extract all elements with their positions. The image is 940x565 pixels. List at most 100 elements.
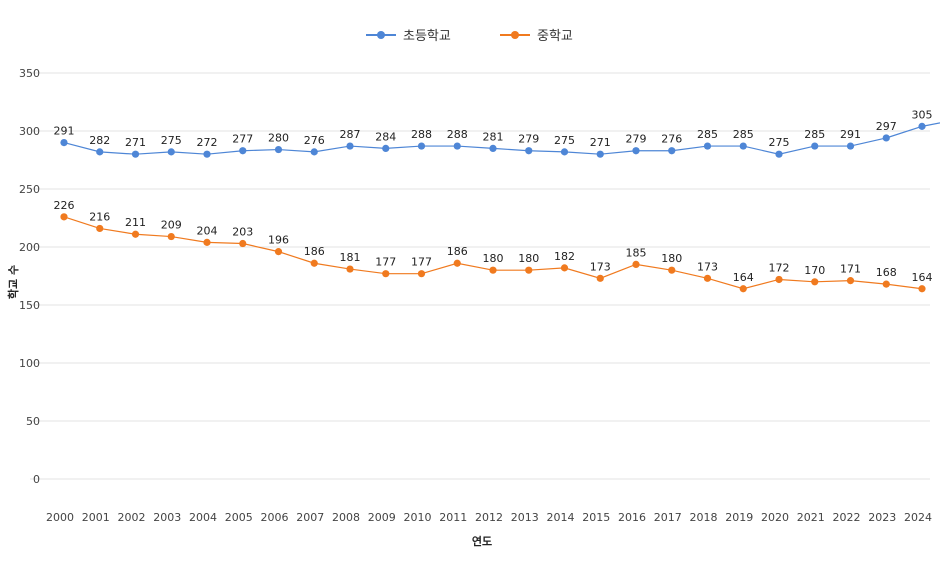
series-1-point bbox=[453, 142, 461, 150]
series-2-data-label: 226 bbox=[54, 199, 75, 212]
series-2-data-label: 177 bbox=[375, 256, 396, 269]
series-1-point bbox=[668, 147, 676, 155]
y-tick-label: 50 bbox=[26, 415, 40, 428]
series-2-data-label: 180 bbox=[518, 252, 539, 265]
series-2-point bbox=[310, 259, 318, 267]
series-1-data-label: 297 bbox=[876, 120, 897, 133]
series-2-point bbox=[489, 266, 497, 274]
series-1-data-label: 305 bbox=[912, 108, 933, 121]
series-1-point bbox=[489, 144, 497, 152]
series-2-data-label: 164 bbox=[912, 271, 933, 284]
series-2-data-label: 204 bbox=[197, 224, 218, 237]
series-2-point bbox=[417, 270, 426, 278]
y-tick-label: 250 bbox=[19, 183, 40, 196]
series-1-data-label: 272 bbox=[197, 136, 218, 149]
series-1-line bbox=[63, 122, 940, 155]
legend-item-1-label: 초등학교 bbox=[403, 29, 451, 44]
series-1-data-label: 285 bbox=[804, 128, 825, 141]
series-1-point bbox=[346, 142, 354, 150]
series-1-data-label: 280 bbox=[268, 132, 289, 145]
series-2-data-label: 186 bbox=[447, 245, 468, 258]
y-tick-label: 200 bbox=[19, 241, 40, 254]
x-tick-label: 2004 bbox=[189, 511, 217, 524]
legend-item-1-swatch-dot bbox=[377, 31, 385, 39]
series-1-point bbox=[703, 142, 712, 150]
x-tick-label: 2022 bbox=[833, 511, 861, 524]
series-2-point bbox=[739, 285, 747, 293]
x-tick-label: 2016 bbox=[618, 511, 646, 524]
series-1-point bbox=[811, 142, 819, 150]
x-tick-label: 2006 bbox=[261, 511, 289, 524]
series-1-point bbox=[203, 150, 211, 158]
x-tick-label: 2017 bbox=[654, 511, 682, 524]
series-2-point bbox=[382, 270, 390, 278]
series-2-point bbox=[453, 259, 461, 267]
series-1-data-label: 279 bbox=[518, 133, 539, 146]
legend-item-1[interactable]: 초등학교 bbox=[366, 29, 451, 44]
series-2-data-label: 177 bbox=[411, 256, 432, 269]
x-tick-label: 2023 bbox=[868, 511, 896, 524]
series-1-point bbox=[310, 148, 318, 156]
series-2-point bbox=[703, 274, 712, 282]
legend-item-2[interactable]: 중학교 bbox=[500, 29, 573, 44]
series-1-data-label: 281 bbox=[483, 130, 504, 143]
legend-item-2-label: 중학교 bbox=[537, 29, 573, 44]
series-1-data-label: 291 bbox=[840, 128, 861, 141]
legend: 초등학교 중학교 bbox=[366, 29, 573, 44]
x-tick-label: 2018 bbox=[690, 511, 718, 524]
series-2-point bbox=[596, 274, 604, 282]
data-label-layer: 291 282 271 275 272 277 280 276 287 284 288 288 281 2… bbox=[54, 108, 933, 283]
x-tick-label: 2000 bbox=[46, 511, 74, 524]
series-1-data-label: 285 bbox=[733, 128, 754, 141]
x-tick-label: 2009 bbox=[368, 511, 396, 524]
series-1-data-label: 275 bbox=[161, 134, 182, 147]
x-tick-label: 2010 bbox=[404, 511, 432, 524]
y-axis-title: 학교 수 bbox=[6, 265, 20, 299]
series-2-point bbox=[918, 285, 926, 293]
x-tick-label: 2011 bbox=[439, 511, 467, 524]
series-1-data-label: 276 bbox=[661, 133, 682, 146]
x-tick-label: 2021 bbox=[797, 511, 825, 524]
series-1-point bbox=[239, 147, 247, 155]
x-tick-label: 2008 bbox=[332, 511, 360, 524]
series-2-point bbox=[668, 266, 676, 274]
series-2-point bbox=[632, 260, 640, 268]
series-1-point bbox=[274, 145, 283, 154]
series-1-point bbox=[739, 142, 747, 150]
series-layer bbox=[60, 122, 940, 293]
x-tick-label: 2024 bbox=[904, 511, 932, 524]
y-tick-label: 150 bbox=[19, 299, 40, 312]
series-1-point bbox=[417, 142, 426, 150]
x-axis-title: 연도 bbox=[472, 534, 492, 548]
series-2-data-label: 180 bbox=[483, 252, 504, 265]
y-tick-label: 300 bbox=[19, 125, 40, 138]
series-2-data-label: 186 bbox=[304, 245, 325, 258]
x-tick-label: 2020 bbox=[761, 511, 789, 524]
series-2-point bbox=[525, 266, 533, 274]
series-2-point bbox=[274, 248, 283, 256]
y-tick-label: 0 bbox=[33, 473, 40, 486]
series-2-point bbox=[846, 277, 855, 285]
y-tick-label: 100 bbox=[19, 357, 40, 370]
series-2-data-label: 171 bbox=[840, 263, 861, 276]
series-1-point bbox=[596, 150, 604, 158]
series-1-point bbox=[918, 122, 926, 130]
series-2-point bbox=[811, 278, 819, 286]
series-2-point bbox=[203, 238, 211, 246]
series-2-point bbox=[239, 239, 247, 248]
series-1-data-label: 284 bbox=[375, 130, 396, 143]
series-1-point bbox=[96, 148, 104, 156]
series-1-point bbox=[632, 147, 640, 155]
x-tick-labels: 2000 2001 2002 2003 2004 2005 2006 2007 2008 2009… bbox=[46, 511, 932, 524]
series-2-point bbox=[131, 230, 140, 238]
series-2-data-label: 182 bbox=[554, 250, 575, 263]
x-tick-label: 2007 bbox=[296, 511, 324, 524]
series-2-data-label: 164 bbox=[733, 271, 754, 284]
series-2-data-label: 185 bbox=[626, 246, 647, 259]
series-1-data-label: 288 bbox=[447, 128, 468, 141]
series-1-point bbox=[131, 150, 140, 158]
x-tick-label: 2012 bbox=[475, 511, 503, 524]
x-tick-label: 2015 bbox=[582, 511, 610, 524]
series-2-point bbox=[775, 275, 783, 284]
